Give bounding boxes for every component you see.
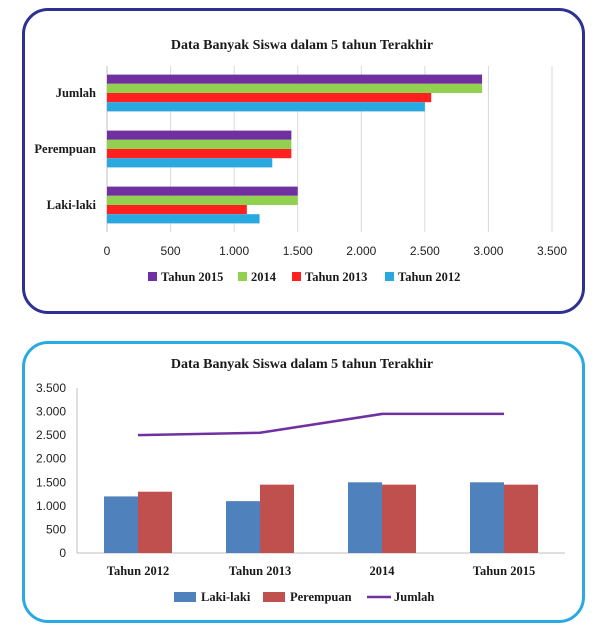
y-tick-label: 500 [46, 522, 66, 536]
legend-swatch-tahun-2012 [385, 272, 394, 281]
chart2-title: Data Banyak Siswa dalam 5 tahun Terakhir [171, 357, 433, 372]
x-tick-label: 3.000 [473, 244, 503, 258]
bar-tahun-2015-laki-laki [107, 186, 298, 196]
category-label: 2014 [370, 564, 396, 578]
bar-tahun-2012-perempuan [107, 158, 273, 168]
y-tick-label: 3.500 [36, 381, 66, 395]
bar-laki-laki-tahun-2012 [104, 496, 138, 553]
bar-tahun-2013-laki-laki [107, 205, 247, 215]
y-tick-label: 1.000 [36, 499, 66, 513]
bar-tahun-2013-jumlah [107, 93, 432, 103]
x-tick-label: 0 [104, 244, 111, 258]
bar-laki-laki-tahun-2013 [226, 501, 260, 553]
category-label: Jumlah [56, 86, 96, 100]
x-tick-label: 1.000 [219, 244, 249, 258]
legend-swatch-tahun-2013 [292, 272, 301, 281]
x-tick-label: 1.500 [283, 244, 313, 258]
chart-panel-bottom [22, 341, 585, 623]
line-jumlah [137, 412, 504, 437]
bar-laki-laki-tahun-2015 [470, 482, 504, 553]
bar-2014-laki-laki [107, 195, 298, 205]
legend-label: 2014 [251, 270, 277, 284]
legend-swatch-2014 [238, 272, 247, 281]
bar-2014-jumlah [107, 83, 483, 93]
x-tick-label: 3.500 [537, 244, 567, 258]
bar-tahun-2012-jumlah [107, 102, 425, 112]
y-tick-label: 3.000 [36, 405, 66, 419]
bar-tahun-2015-jumlah [107, 74, 483, 84]
bar-perempuan-tahun-2012 [138, 491, 172, 553]
bar-perempuan-tahun-2013 [260, 484, 294, 553]
x-tick-label: 500 [161, 244, 181, 258]
bar-tahun-2013-perempuan [107, 149, 292, 159]
legend-label: Tahun 2015 [161, 270, 223, 284]
legend-label: Perempuan [290, 590, 352, 604]
chart1-title: Data Banyak Siswa dalam 5 tahun Terakhir [171, 38, 433, 53]
bar-tahun-2015-perempuan [107, 130, 292, 140]
bar-tahun-2012-laki-laki [107, 214, 260, 224]
legend-swatch-tahun-2015 [148, 272, 157, 281]
x-tick-label: 2.000 [346, 244, 376, 258]
category-label: Tahun 2013 [229, 564, 291, 578]
category-label: Perempuan [34, 142, 96, 156]
bar-2014-perempuan [107, 139, 292, 149]
bar-perempuan-2014 [382, 484, 416, 553]
legend-swatch-perempuan [263, 592, 285, 602]
legend-label: Tahun 2013 [305, 270, 367, 284]
legend-label: Tahun 2012 [398, 270, 460, 284]
y-tick-label: 1.500 [36, 475, 66, 489]
bar-laki-laki-2014 [348, 482, 382, 553]
legend-label: Jumlah [394, 590, 434, 604]
y-tick-label: 2.000 [36, 452, 66, 466]
category-label: Tahun 2015 [473, 564, 535, 578]
category-label: Tahun 2012 [107, 564, 169, 578]
category-label: Laki-laki [47, 198, 97, 212]
y-tick-label: 0 [59, 546, 66, 560]
x-tick-label: 2.500 [410, 244, 440, 258]
legend-label: Laki-laki [201, 590, 251, 604]
legend-swatch-laki-laki [174, 592, 196, 602]
y-tick-label: 2.500 [36, 428, 66, 442]
bar-perempuan-tahun-2015 [504, 484, 538, 553]
